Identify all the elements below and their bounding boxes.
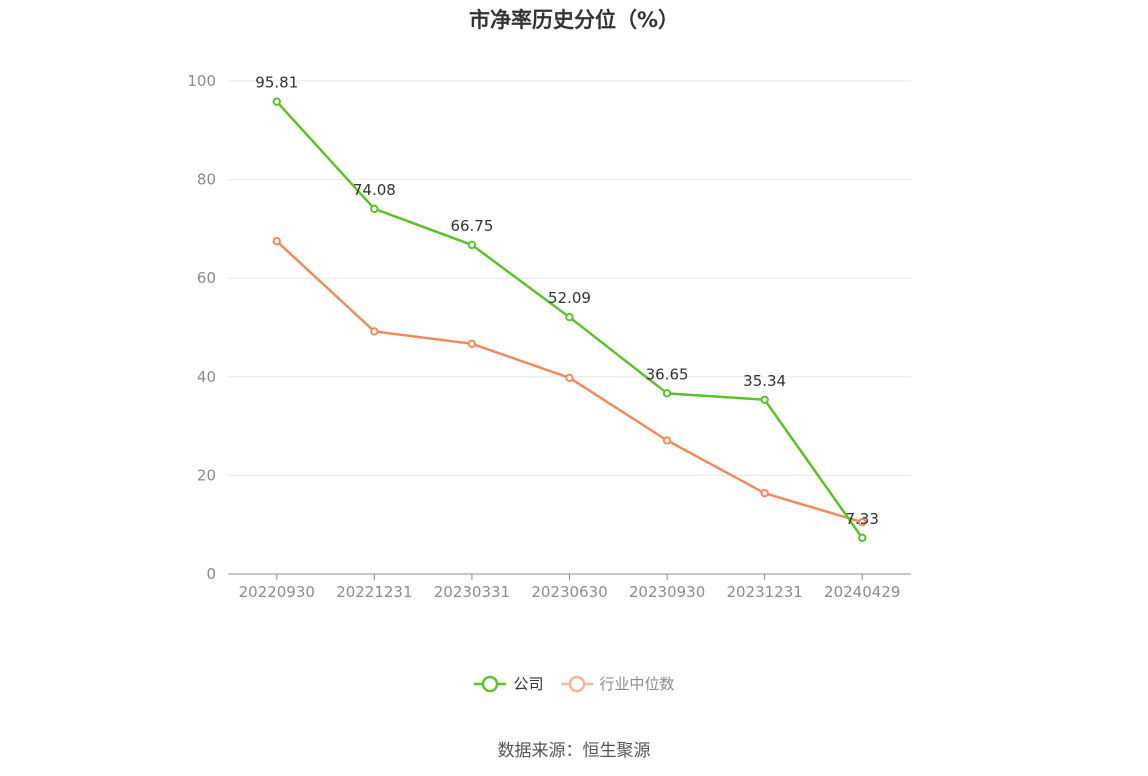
legend-item[interactable]: 行业中位数 bbox=[560, 673, 675, 694]
x-tick-label: 20230930 bbox=[629, 583, 705, 601]
data-label: 35.34 bbox=[743, 372, 786, 390]
legend-label: 行业中位数 bbox=[599, 675, 675, 693]
data-point bbox=[662, 389, 672, 398]
y-tick-label: 80 bbox=[197, 171, 216, 189]
data-labels: 95.81 74.08 66.75 52.09 36.65 35.34 7.33 bbox=[255, 74, 879, 528]
data-point bbox=[272, 97, 281, 106]
data-point bbox=[858, 533, 867, 543]
data-point bbox=[467, 339, 477, 348]
y-tick-label: 0 bbox=[206, 565, 216, 583]
data-point bbox=[272, 237, 281, 246]
data-point bbox=[565, 312, 574, 322]
data-label: 66.75 bbox=[450, 217, 493, 235]
y-tick-label: 100 bbox=[187, 72, 216, 90]
series-lines bbox=[272, 97, 867, 543]
x-tick-label: 20230630 bbox=[531, 583, 607, 601]
data-point bbox=[370, 204, 379, 213]
legend: 公司 行业中位数 bbox=[0, 673, 1148, 694]
data-point bbox=[858, 518, 867, 527]
x-tick-label: 20230331 bbox=[434, 583, 510, 601]
data-point bbox=[760, 488, 769, 498]
data-label: 95.81 bbox=[255, 74, 298, 92]
y-tick-label: 60 bbox=[197, 269, 216, 287]
grid-lines bbox=[228, 80, 911, 476]
data-point bbox=[760, 395, 769, 404]
legend-label: 公司 bbox=[513, 675, 544, 693]
x-tick-label: 20221231 bbox=[336, 583, 412, 601]
data-point bbox=[467, 240, 477, 250]
axes: 0 20 40 60 80 100 20220930 20221231 20230331 2023… bbox=[187, 72, 911, 601]
x-tick-label: 20240429 bbox=[824, 583, 900, 601]
data-label: 7.33 bbox=[846, 510, 879, 528]
y-tick-label: 40 bbox=[197, 368, 216, 386]
y-tick-label: 20 bbox=[197, 466, 216, 484]
chart-title: 市净率历史分位（%） bbox=[468, 8, 680, 32]
data-label: 74.08 bbox=[353, 181, 396, 199]
data-label: 36.65 bbox=[646, 365, 689, 383]
data-point bbox=[662, 436, 672, 445]
x-tick-label: 20231231 bbox=[726, 583, 802, 601]
data-label: 52.09 bbox=[548, 289, 591, 307]
data-point bbox=[565, 373, 574, 382]
legend-item[interactable]: 公司 bbox=[473, 673, 544, 694]
data-point bbox=[370, 327, 379, 336]
x-tick-label: 20220930 bbox=[239, 583, 315, 601]
data-source: 数据来源：恒生聚源 bbox=[497, 741, 651, 761]
legend-swatch-icon bbox=[560, 675, 593, 692]
legend-swatch-icon bbox=[474, 675, 507, 692]
